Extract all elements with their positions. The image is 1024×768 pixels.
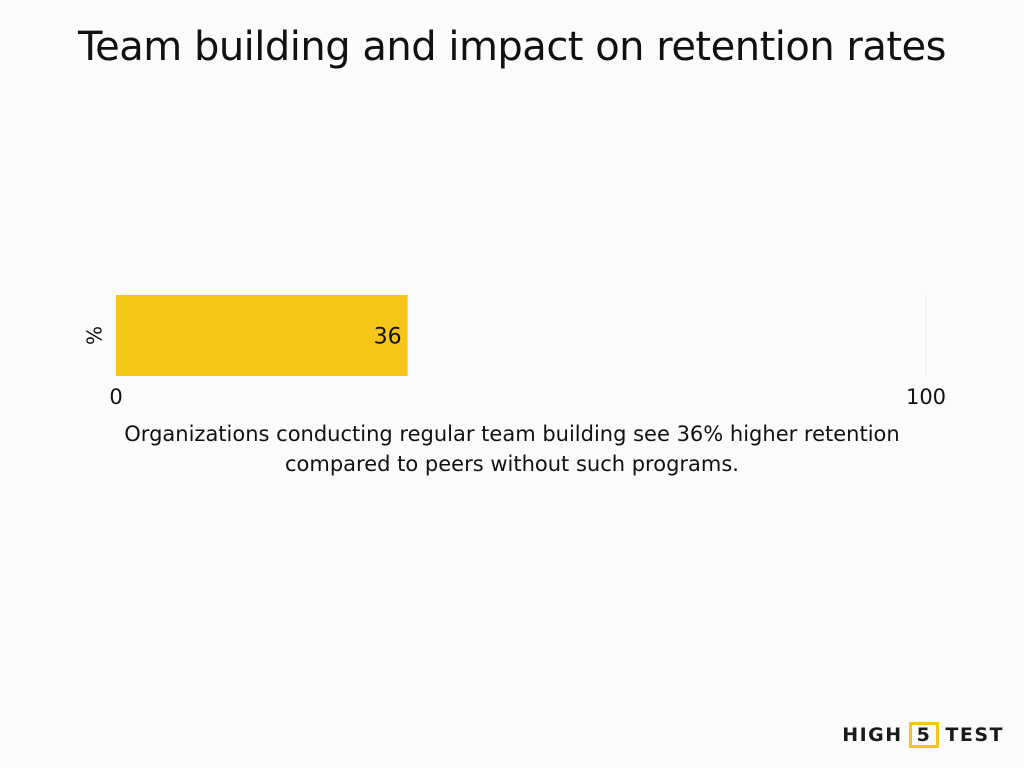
bar <box>116 295 408 376</box>
bar-data-label: 36 <box>374 325 402 350</box>
brand-text-left: HIGH <box>842 724 903 746</box>
x-tick-label: 0 <box>109 385 122 409</box>
chart-caption: Organizations conducting regular team bu… <box>124 422 900 476</box>
brand-text-right: TEST <box>945 724 1004 746</box>
brand-badge: 5 <box>908 722 940 748</box>
brand-logo: HIGH 5 TEST <box>842 722 1004 748</box>
category-label: % <box>83 326 107 345</box>
x-tick-label: 100 <box>906 385 946 409</box>
chart-title: Team building and impact on retention ra… <box>78 24 947 70</box>
